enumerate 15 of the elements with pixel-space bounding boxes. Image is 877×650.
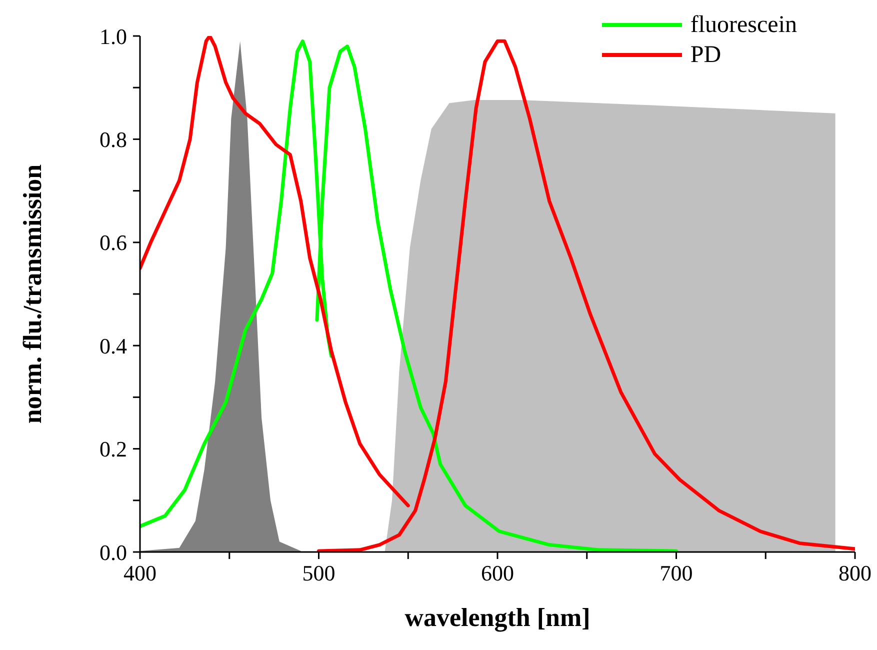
line-series [317, 39, 855, 552]
x-tick-label: 500 [302, 560, 336, 586]
x-axis-title: wavelength [nm] [404, 603, 590, 632]
y-tick-label: 1.0 [100, 24, 127, 49]
y-axis-title: norm. flu./transmission [18, 164, 48, 424]
legend-label: fluorescein [690, 12, 797, 38]
x-tick-label: 600 [481, 560, 514, 586]
x-tick-label: 800 [838, 560, 872, 586]
y-tick-label: 0.2 [100, 436, 127, 462]
x-tick-label: 700 [660, 560, 693, 586]
legend-label: PD [690, 42, 722, 68]
y-tick-label: 0.6 [100, 230, 127, 256]
line-series [140, 36, 410, 508]
y-tick-label: 0.4 [100, 333, 127, 358]
y-tick-label: 0.8 [100, 127, 127, 152]
